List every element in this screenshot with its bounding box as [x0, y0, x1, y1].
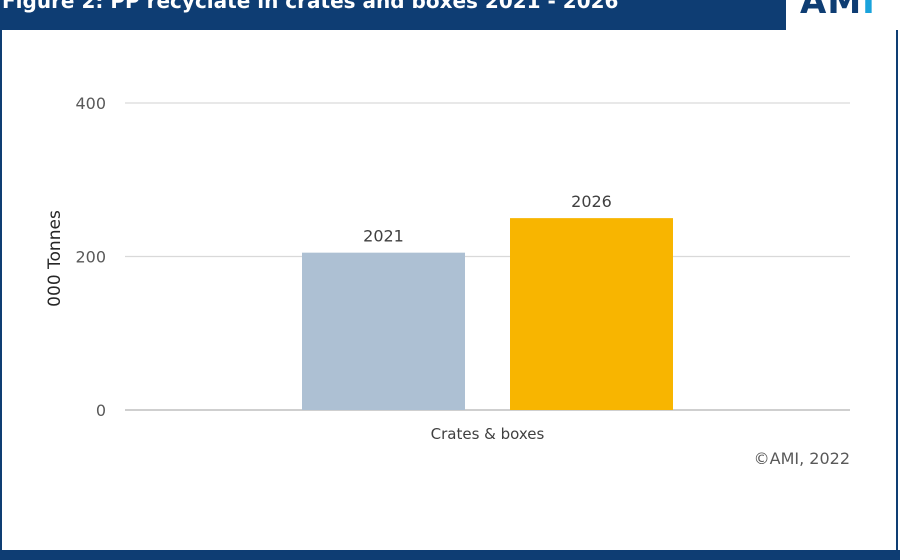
data-label-2021: 2021 [363, 227, 404, 246]
category-label: Crates & boxes [431, 425, 545, 443]
data-labels: 2021 2026 [363, 192, 612, 246]
gridlines [125, 102, 850, 411]
header-bar: Figure 2: PP recyclate in crates and box… [0, 0, 786, 30]
y-tick-labels: 0 200 400 [75, 94, 106, 420]
bar-2021 [302, 252, 465, 410]
chart-title: Figure 2: PP recyclate in crates and box… [2, 0, 619, 13]
data-label-2026: 2026 [571, 192, 612, 211]
footer-bar [0, 550, 900, 560]
copyright-notice: ©AMI, 2022 [753, 449, 850, 468]
y-tick-label: 200 [75, 248, 106, 267]
logo-letter-m: M [827, 0, 863, 22]
y-tick-label: 0 [96, 401, 106, 420]
logo-letter-a: A [800, 0, 828, 22]
bar-2026 [510, 218, 673, 410]
ami-logo: AMI [786, 0, 900, 30]
bars [302, 218, 673, 410]
logo-letter-i: I [862, 0, 876, 22]
y-tick-label: 400 [75, 94, 106, 113]
y-axis-label: 000 Tonnes [45, 210, 65, 307]
ami-logo-text: AMI [800, 0, 876, 21]
